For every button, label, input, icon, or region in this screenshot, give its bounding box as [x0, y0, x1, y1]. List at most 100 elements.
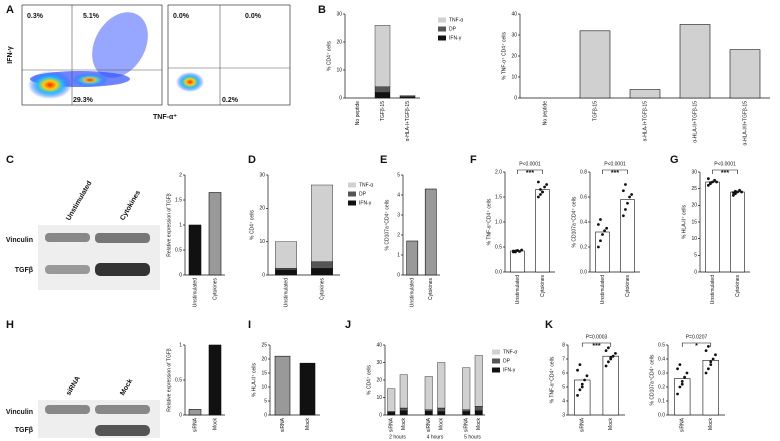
data-point: [711, 357, 715, 361]
bar-segment: [474, 406, 483, 411]
y-tick-label: 0: [179, 412, 182, 418]
data-point: [585, 374, 589, 378]
panel-label: K: [545, 319, 553, 331]
data-point: [611, 354, 615, 358]
significance-bracket: [581, 342, 612, 347]
data-point: [628, 195, 631, 199]
x-tick-label: Cytokines: [212, 278, 218, 300]
x-tick-label: siRNA: [426, 417, 432, 432]
y-tick-label: 0: [264, 412, 267, 418]
y-tick-label: 10: [691, 236, 697, 242]
bar-segment: [462, 411, 471, 416]
y-tick-label: 0.5: [495, 244, 502, 250]
data-point: [683, 375, 687, 379]
data-point: [715, 180, 719, 184]
quadrant-value: 5.1%: [83, 13, 100, 20]
y-tick-label: 0: [339, 95, 342, 101]
bar-segment: [437, 407, 446, 412]
data-point: [596, 245, 600, 249]
data-point: [706, 345, 710, 348]
lane-label: siRNA: [65, 375, 82, 397]
bar-segment: [424, 410, 433, 416]
significance-bracket: [681, 342, 712, 347]
bar-segment: [311, 184, 334, 262]
axis-label: % CD107a⁺CD4⁺ cells: [571, 196, 577, 247]
bar: [674, 378, 691, 416]
y-tick-label: 3: [397, 212, 400, 218]
data-point: [604, 364, 608, 368]
significance-bracket: [602, 169, 628, 174]
band-label: Vinculin: [6, 237, 33, 244]
data-point: [578, 388, 582, 392]
bar-segment: [374, 92, 391, 99]
x-tick-label: No peptide: [542, 101, 548, 125]
data-point: [709, 363, 713, 366]
bar: [274, 355, 291, 416]
legend-swatch: [438, 26, 446, 32]
y-tick-label: 20: [376, 377, 382, 383]
y-tick-label: 0.5: [175, 377, 182, 383]
significance-bracket: [712, 169, 738, 174]
bar-segment: [387, 388, 396, 412]
bar: [679, 24, 711, 99]
legend-label: DP: [359, 191, 367, 197]
bar-segment: [275, 268, 298, 271]
y-tick-label: 20: [336, 39, 342, 45]
y-tick-label: 1.5: [175, 197, 182, 203]
y-tick-label: 20: [691, 203, 697, 209]
lane-label: Cytokines: [119, 189, 142, 222]
data-point: [731, 193, 735, 197]
bar-segment: [275, 241, 298, 269]
y-tick-label: 0: [397, 272, 400, 278]
y-tick-label: 0.4: [658, 356, 665, 362]
data-point: [676, 367, 679, 371]
bar: [574, 379, 591, 416]
y-tick-label: 30: [259, 172, 265, 178]
y-tick-label: 30: [376, 360, 382, 366]
data-point: [630, 193, 634, 196]
y-tick-label: 0.8: [580, 169, 587, 175]
data-point: [539, 188, 542, 191]
p-value: P<0.0001: [519, 161, 541, 167]
band-label: Vinculin: [6, 409, 33, 416]
data-point: [541, 190, 544, 194]
panel-label: C: [6, 154, 14, 166]
data-point: [621, 189, 625, 193]
y-tick-label: 0.2: [580, 244, 587, 250]
x-tick-label: siRNA: [580, 417, 586, 432]
bar: [188, 409, 202, 416]
bar-segment: [474, 410, 483, 416]
y-tick-label: 10: [259, 239, 265, 245]
data-point: [621, 214, 625, 218]
legend-label: IFN-γ: [359, 200, 372, 206]
x-tick-label: Cytokines: [735, 275, 741, 297]
y-tick-label: 0.0: [580, 269, 587, 275]
bar: [208, 344, 222, 416]
bar: [188, 224, 202, 276]
data-point: [576, 394, 579, 397]
axis-label: TNF-α⁺: [153, 114, 177, 121]
western-blot: [38, 225, 160, 290]
bar: [208, 192, 222, 276]
y-tick-label: 10: [376, 395, 382, 401]
data-point: [539, 193, 542, 196]
data-point: [516, 249, 519, 252]
axis-label: Relative expression of TGFβ: [166, 193, 172, 256]
x-tick-label: Cytokines: [428, 278, 434, 300]
y-tick-label: 30: [691, 169, 697, 175]
x-tick-label: siRNA: [464, 417, 470, 432]
panel-label: B: [318, 4, 326, 16]
data-point: [626, 201, 629, 205]
y-tick-label: 0.5: [175, 247, 182, 253]
axis-label: % CD4⁺ cells: [366, 365, 372, 395]
y-tick-label: 5: [264, 398, 267, 404]
axis-label: % CD107a⁺CD4⁺ cells: [384, 199, 390, 250]
p-value: P<0.0001: [714, 161, 736, 167]
western-blot: [38, 400, 160, 438]
data-point: [596, 223, 600, 226]
legend-swatch: [348, 200, 356, 206]
significance-bracket: [517, 169, 543, 174]
legend-swatch: [348, 191, 356, 197]
significance-stars: ***: [592, 343, 600, 350]
